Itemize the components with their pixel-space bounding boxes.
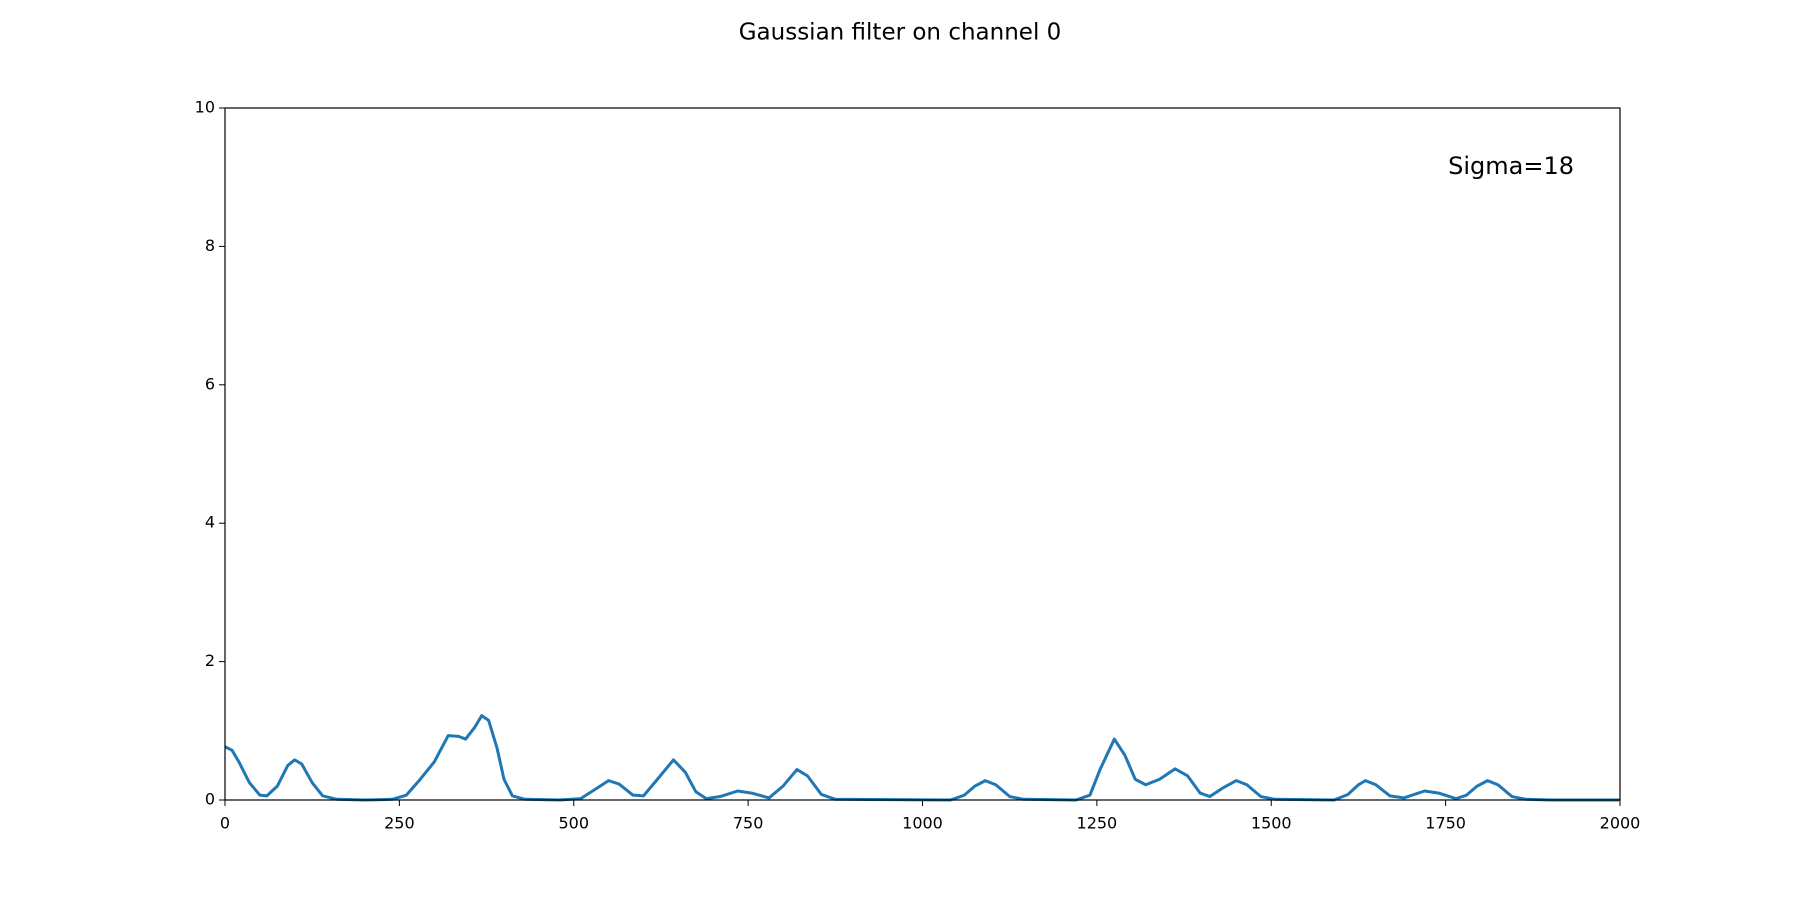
y-tick-label: 6 (205, 374, 215, 393)
x-tick-label: 1250 (1077, 814, 1118, 833)
annotation: Sigma=18 (1448, 152, 1574, 180)
x-tick-label: 500 (558, 814, 589, 833)
y-tick-label: 8 (205, 236, 215, 255)
chart-title: Gaussian filter on channel 0 (739, 20, 1062, 46)
x-tick-label: 2000 (1600, 814, 1641, 833)
x-tick-label: 250 (384, 814, 415, 833)
y-tick-label: 4 (205, 513, 215, 532)
x-tick-label: 1000 (902, 814, 943, 833)
x-tick-label: 1750 (1425, 814, 1466, 833)
y-tick-label: 10 (195, 98, 215, 117)
y-tick-label: 2 (205, 651, 215, 670)
x-tick-label: 1500 (1251, 814, 1292, 833)
x-tick-label: 0 (220, 814, 230, 833)
x-tick-label: 750 (733, 814, 764, 833)
plot-frame (224, 107, 1621, 801)
y-tick-label: 0 (205, 790, 215, 809)
data-line (224, 714, 1620, 802)
